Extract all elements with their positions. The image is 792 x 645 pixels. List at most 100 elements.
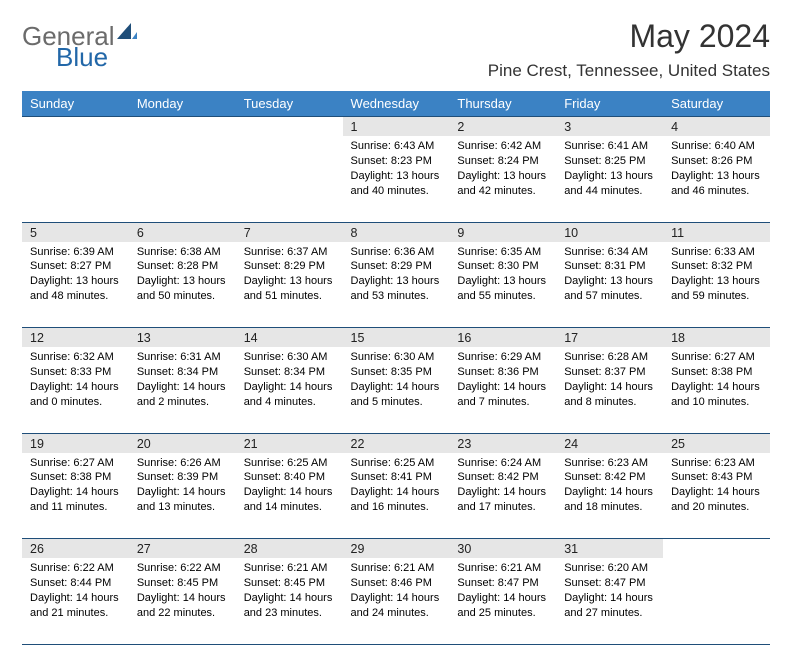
daylight-line: Daylight: 13 hours and 48 minutes. [30, 274, 121, 304]
day-number-cell: 9 [449, 222, 556, 242]
daylight-line: Daylight: 14 hours and 16 minutes. [351, 485, 442, 515]
day-number-cell: 17 [556, 328, 663, 348]
day-content-cell [129, 136, 236, 222]
sunrise-line: Sunrise: 6:39 AM [30, 245, 121, 260]
sunrise-line: Sunrise: 6:25 AM [351, 456, 442, 471]
day-content-cell: Sunrise: 6:39 AMSunset: 8:27 PMDaylight:… [22, 242, 129, 328]
logo-text-blue: Blue [22, 45, 137, 70]
sunrise-line: Sunrise: 6:43 AM [351, 139, 442, 154]
sail-icon [117, 23, 137, 39]
daylight-line: Daylight: 13 hours and 55 minutes. [457, 274, 548, 304]
day-content-cell: Sunrise: 6:35 AMSunset: 8:30 PMDaylight:… [449, 242, 556, 328]
daylight-line: Daylight: 14 hours and 18 minutes. [564, 485, 655, 515]
day-number-cell: 15 [343, 328, 450, 348]
day-number-cell: 2 [449, 117, 556, 137]
day-number-cell: 31 [556, 539, 663, 559]
sunrise-line: Sunrise: 6:23 AM [671, 456, 762, 471]
daylight-line: Daylight: 14 hours and 4 minutes. [244, 380, 335, 410]
sunset-line: Sunset: 8:27 PM [30, 259, 121, 274]
daylight-line: Daylight: 14 hours and 2 minutes. [137, 380, 228, 410]
sunrise-line: Sunrise: 6:37 AM [244, 245, 335, 260]
weekday-header: Thursday [449, 91, 556, 117]
day-number-cell: 7 [236, 222, 343, 242]
sunset-line: Sunset: 8:37 PM [564, 365, 655, 380]
sunset-line: Sunset: 8:39 PM [137, 470, 228, 485]
day-number-cell: 27 [129, 539, 236, 559]
day-content-cell: Sunrise: 6:25 AMSunset: 8:40 PMDaylight:… [236, 453, 343, 539]
day-content-cell: Sunrise: 6:23 AMSunset: 8:42 PMDaylight:… [556, 453, 663, 539]
day-number-cell: 11 [663, 222, 770, 242]
weekday-header-row: SundayMondayTuesdayWednesdayThursdayFrid… [22, 91, 770, 117]
sunset-line: Sunset: 8:32 PM [671, 259, 762, 274]
day-number-cell: 26 [22, 539, 129, 559]
daylight-line: Daylight: 14 hours and 5 minutes. [351, 380, 442, 410]
daylight-line: Daylight: 14 hours and 14 minutes. [244, 485, 335, 515]
day-content-row: Sunrise: 6:22 AMSunset: 8:44 PMDaylight:… [22, 558, 770, 644]
sunset-line: Sunset: 8:34 PM [244, 365, 335, 380]
day-content-cell [236, 136, 343, 222]
sunset-line: Sunset: 8:40 PM [244, 470, 335, 485]
weekday-header: Wednesday [343, 91, 450, 117]
sunrise-line: Sunrise: 6:40 AM [671, 139, 762, 154]
day-content-cell: Sunrise: 6:24 AMSunset: 8:42 PMDaylight:… [449, 453, 556, 539]
sunset-line: Sunset: 8:23 PM [351, 154, 442, 169]
sunset-line: Sunset: 8:47 PM [564, 576, 655, 591]
sunset-line: Sunset: 8:44 PM [30, 576, 121, 591]
sunset-line: Sunset: 8:24 PM [457, 154, 548, 169]
sunrise-line: Sunrise: 6:30 AM [244, 350, 335, 365]
sunset-line: Sunset: 8:38 PM [30, 470, 121, 485]
sunset-line: Sunset: 8:26 PM [671, 154, 762, 169]
sunset-line: Sunset: 8:47 PM [457, 576, 548, 591]
sunrise-line: Sunrise: 6:23 AM [564, 456, 655, 471]
day-content-row: Sunrise: 6:27 AMSunset: 8:38 PMDaylight:… [22, 453, 770, 539]
day-number-row: 262728293031 [22, 539, 770, 559]
day-content-cell: Sunrise: 6:34 AMSunset: 8:31 PMDaylight:… [556, 242, 663, 328]
day-content-cell: Sunrise: 6:27 AMSunset: 8:38 PMDaylight:… [663, 347, 770, 433]
day-content-cell: Sunrise: 6:41 AMSunset: 8:25 PMDaylight:… [556, 136, 663, 222]
day-number-cell: 8 [343, 222, 450, 242]
daylight-line: Daylight: 14 hours and 7 minutes. [457, 380, 548, 410]
daylight-line: Daylight: 14 hours and 0 minutes. [30, 380, 121, 410]
daylight-line: Daylight: 14 hours and 21 minutes. [30, 591, 121, 621]
sunrise-line: Sunrise: 6:27 AM [671, 350, 762, 365]
day-content-cell: Sunrise: 6:22 AMSunset: 8:44 PMDaylight:… [22, 558, 129, 644]
day-content-cell: Sunrise: 6:21 AMSunset: 8:46 PMDaylight:… [343, 558, 450, 644]
daylight-line: Daylight: 13 hours and 50 minutes. [137, 274, 228, 304]
daylight-line: Daylight: 14 hours and 24 minutes. [351, 591, 442, 621]
day-content-cell: Sunrise: 6:42 AMSunset: 8:24 PMDaylight:… [449, 136, 556, 222]
day-number-cell: 3 [556, 117, 663, 137]
sunset-line: Sunset: 8:43 PM [671, 470, 762, 485]
daylight-line: Daylight: 14 hours and 25 minutes. [457, 591, 548, 621]
daylight-line: Daylight: 13 hours and 46 minutes. [671, 169, 762, 199]
sunset-line: Sunset: 8:35 PM [351, 365, 442, 380]
day-content-cell: Sunrise: 6:22 AMSunset: 8:45 PMDaylight:… [129, 558, 236, 644]
day-content-cell: Sunrise: 6:29 AMSunset: 8:36 PMDaylight:… [449, 347, 556, 433]
sunrise-line: Sunrise: 6:28 AM [564, 350, 655, 365]
sunset-line: Sunset: 8:34 PM [137, 365, 228, 380]
day-number-cell: 20 [129, 433, 236, 453]
sunrise-line: Sunrise: 6:24 AM [457, 456, 548, 471]
daylight-line: Daylight: 14 hours and 22 minutes. [137, 591, 228, 621]
title-block: May 2024 Pine Crest, Tennessee, United S… [488, 18, 770, 81]
day-content-row: Sunrise: 6:32 AMSunset: 8:33 PMDaylight:… [22, 347, 770, 433]
sunset-line: Sunset: 8:30 PM [457, 259, 548, 274]
sunrise-line: Sunrise: 6:32 AM [30, 350, 121, 365]
day-number-cell: 19 [22, 433, 129, 453]
day-number-cell: 6 [129, 222, 236, 242]
day-content-cell: Sunrise: 6:23 AMSunset: 8:43 PMDaylight:… [663, 453, 770, 539]
daylight-line: Daylight: 14 hours and 8 minutes. [564, 380, 655, 410]
sunrise-line: Sunrise: 6:42 AM [457, 139, 548, 154]
day-content-cell: Sunrise: 6:27 AMSunset: 8:38 PMDaylight:… [22, 453, 129, 539]
sunset-line: Sunset: 8:29 PM [244, 259, 335, 274]
day-content-cell: Sunrise: 6:32 AMSunset: 8:33 PMDaylight:… [22, 347, 129, 433]
day-content-cell: Sunrise: 6:21 AMSunset: 8:45 PMDaylight:… [236, 558, 343, 644]
day-content-cell: Sunrise: 6:28 AMSunset: 8:37 PMDaylight:… [556, 347, 663, 433]
day-content-row: Sunrise: 6:43 AMSunset: 8:23 PM Daylight:… [22, 136, 770, 222]
sunset-line: Sunset: 8:42 PM [457, 470, 548, 485]
sunrise-line: Sunrise: 6:20 AM [564, 561, 655, 576]
daylight-line: Daylight: 14 hours and 27 minutes. [564, 591, 655, 621]
day-number-cell: 18 [663, 328, 770, 348]
day-content-cell: Sunrise: 6:33 AMSunset: 8:32 PMDaylight:… [663, 242, 770, 328]
day-number-cell [663, 539, 770, 559]
weekday-header: Monday [129, 91, 236, 117]
